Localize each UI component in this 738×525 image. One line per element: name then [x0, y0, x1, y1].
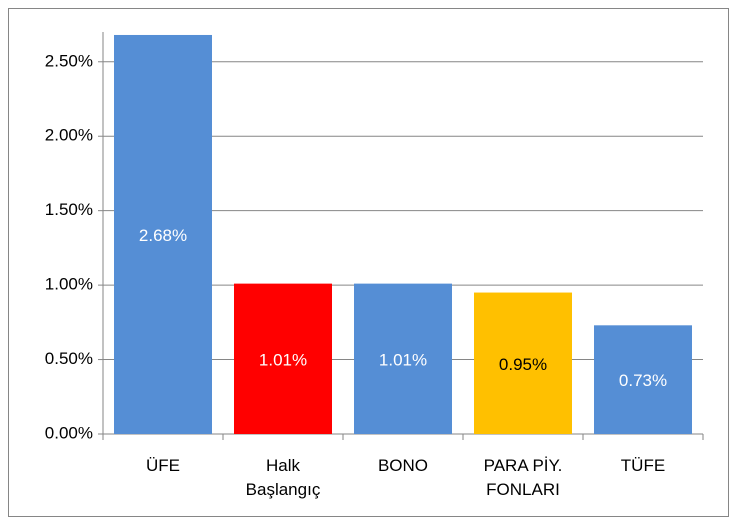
value-label: 1.01% [379, 350, 427, 369]
bar [234, 283, 332, 434]
x-tick-label: ÜFE [146, 456, 180, 475]
y-tick-label: 2.50% [45, 51, 93, 70]
bar [354, 283, 452, 434]
value-label: 0.73% [619, 371, 667, 390]
bar [594, 325, 692, 434]
x-tick-label: PARA PİY. FONLARI [483, 456, 563, 499]
x-tick-label: BONO [377, 456, 429, 475]
y-tick-label: 2.00% [45, 126, 93, 145]
y-tick-label: 0.00% [45, 423, 93, 442]
y-tick-label: 1.50% [45, 200, 93, 219]
value-label: 1.01% [259, 350, 307, 369]
bar [474, 292, 572, 434]
value-label: 2.68% [139, 226, 187, 245]
x-tick-label: TÜFE [620, 456, 666, 475]
y-tick-label: 0.50% [45, 349, 93, 368]
x-tick-label: Halk Başlangıç [245, 456, 321, 499]
y-tick-label: 1.00% [45, 275, 93, 294]
bar [114, 34, 212, 434]
value-label: 0.95% [499, 355, 547, 374]
